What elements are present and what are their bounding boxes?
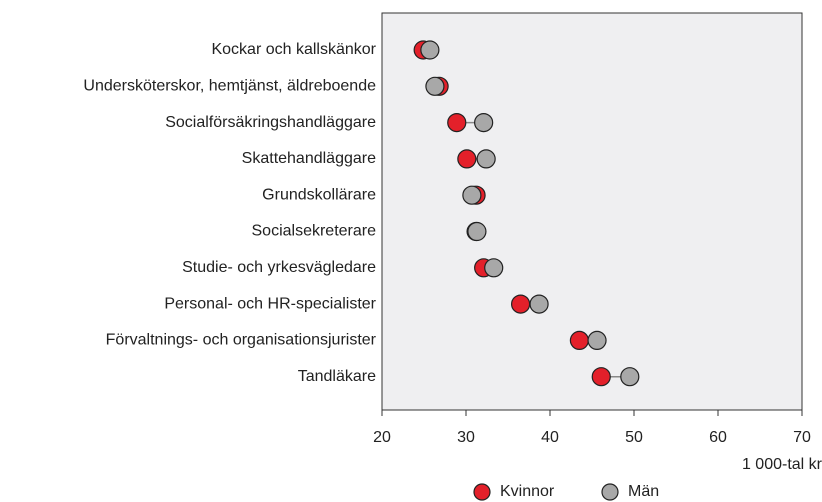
dot [484, 258, 504, 278]
legend-swatch [601, 483, 619, 501]
legend-label: Män [628, 483, 659, 500]
dot [447, 112, 467, 133]
dot [474, 112, 494, 133]
dot [476, 149, 496, 169]
x-tick-label: 20 [373, 429, 391, 446]
dot [529, 294, 549, 314]
dot [620, 367, 640, 387]
plot-area [381, 12, 803, 411]
dot [587, 330, 607, 350]
dot [457, 149, 477, 169]
dot [510, 294, 531, 314]
y-tick-label: Kockar och kallskänkor [211, 41, 376, 58]
y-tick-label: Studie- och yrkesvägledare [182, 259, 376, 276]
x-tick-label: 40 [541, 429, 559, 446]
y-tick-label: Personal- och HR-specialister [164, 295, 376, 312]
legend-swatch [473, 483, 491, 501]
x-tick-label: 70 [793, 429, 811, 446]
y-tick-label: Socialsekreterare [252, 223, 377, 240]
dot [569, 330, 590, 350]
y-tick-label: Socialförsäkringshandläggare [165, 114, 376, 131]
y-tick-label: Skattehandläggare [242, 150, 376, 167]
dot [591, 367, 611, 387]
legend-label: Kvinnor [500, 483, 555, 500]
y-tick-label: Förvaltnings- och organisationsjurister [106, 332, 377, 349]
x-tick-label: 30 [457, 429, 475, 446]
y-tick-label: Tandläkare [298, 368, 376, 385]
x-axis-label: 1 000-tal kr [742, 456, 822, 473]
dot [462, 185, 482, 205]
y-tick-label: Undersköterskor, hemtjänst, äldreboende [83, 78, 376, 95]
y-tick-label: Grundskollärare [262, 186, 376, 203]
x-tick-label: 60 [709, 429, 727, 446]
x-tick-label: 50 [625, 429, 643, 446]
dot [425, 76, 445, 96]
dot [420, 40, 440, 60]
dot [467, 221, 487, 242]
